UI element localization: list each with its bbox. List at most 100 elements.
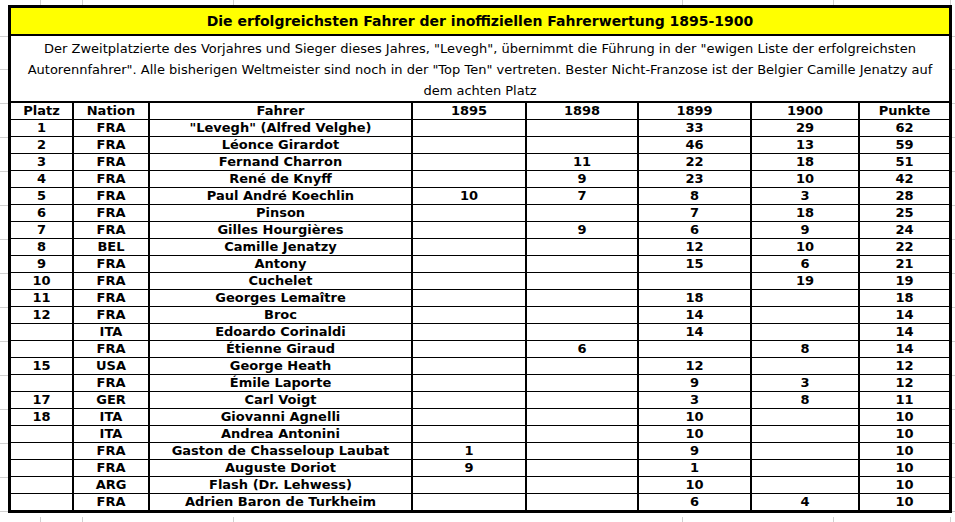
column-header-platz[interactable]: Platz: [11, 103, 73, 120]
column-header-fahrer[interactable]: Fahrer: [149, 103, 412, 120]
cell-platz[interactable]: [11, 375, 73, 392]
cell-punkte[interactable]: 14: [859, 341, 949, 358]
cell-platz[interactable]: [11, 443, 73, 460]
cell-1900[interactable]: 4: [751, 494, 859, 511]
cell-1900[interactable]: 3: [751, 188, 859, 205]
cell-1899[interactable]: 18: [638, 290, 751, 307]
cell-1898[interactable]: [526, 375, 638, 392]
cell-fahrer[interactable]: Cuchelet: [149, 273, 412, 290]
cell-1898[interactable]: [526, 477, 638, 494]
cell-fahrer[interactable]: Giovanni Agnelli: [149, 409, 412, 426]
cell-punkte[interactable]: 22: [859, 239, 949, 256]
cell-1895[interactable]: [412, 205, 526, 222]
cell-nation[interactable]: ITA: [73, 426, 149, 443]
cell-1895[interactable]: 10: [412, 188, 526, 205]
cell-nation[interactable]: FRA: [73, 443, 149, 460]
cell-1899[interactable]: 9: [638, 375, 751, 392]
cell-fahrer[interactable]: Antony: [149, 256, 412, 273]
cell-1899[interactable]: 1: [638, 460, 751, 477]
cell-1898[interactable]: [526, 409, 638, 426]
cell-fahrer[interactable]: Paul André Koechlin: [149, 188, 412, 205]
cell-1895[interactable]: [412, 290, 526, 307]
cell-1895[interactable]: [412, 239, 526, 256]
cell-fahrer[interactable]: Georges Lemaître: [149, 290, 412, 307]
cell-platz[interactable]: 11: [11, 290, 73, 307]
cell-1898[interactable]: [526, 392, 638, 409]
cell-nation[interactable]: FRA: [73, 205, 149, 222]
cell-platz[interactable]: 7: [11, 222, 73, 239]
cell-platz[interactable]: 8: [11, 239, 73, 256]
cell-platz[interactable]: 10: [11, 273, 73, 290]
cell-platz[interactable]: [11, 324, 73, 341]
cell-1895[interactable]: 9: [412, 460, 526, 477]
cell-fahrer[interactable]: Auguste Doriot: [149, 460, 412, 477]
cell-1899[interactable]: 46: [638, 137, 751, 154]
cell-fahrer[interactable]: Andrea Antonini: [149, 426, 412, 443]
cell-1900[interactable]: [751, 443, 859, 460]
cell-fahrer[interactable]: Edoardo Corinaldi: [149, 324, 412, 341]
cell-punkte[interactable]: 51: [859, 154, 949, 171]
cell-1898[interactable]: [526, 273, 638, 290]
cell-1895[interactable]: [412, 494, 526, 511]
cell-nation[interactable]: FRA: [73, 494, 149, 511]
cell-1895[interactable]: [412, 426, 526, 443]
cell-platz[interactable]: 3: [11, 154, 73, 171]
cell-1899[interactable]: 7: [638, 205, 751, 222]
cell-platz[interactable]: 12: [11, 307, 73, 324]
cell-punkte[interactable]: 19: [859, 273, 949, 290]
cell-platz[interactable]: [11, 494, 73, 511]
cell-1899[interactable]: 3: [638, 392, 751, 409]
cell-1900[interactable]: 10: [751, 239, 859, 256]
cell-1899[interactable]: 15: [638, 256, 751, 273]
cell-platz[interactable]: 1: [11, 120, 73, 137]
cell-1899[interactable]: 9: [638, 443, 751, 460]
cell-platz[interactable]: 5: [11, 188, 73, 205]
cell-fahrer[interactable]: Léonce Girardot: [149, 137, 412, 154]
cell-1898[interactable]: [526, 120, 638, 137]
cell-punkte[interactable]: 10: [859, 443, 949, 460]
cell-1895[interactable]: [412, 375, 526, 392]
cell-punkte[interactable]: 10: [859, 409, 949, 426]
cell-1900[interactable]: [751, 307, 859, 324]
cell-1899[interactable]: 8: [638, 188, 751, 205]
cell-1898[interactable]: [526, 256, 638, 273]
cell-1898[interactable]: [526, 307, 638, 324]
cell-1899[interactable]: 12: [638, 358, 751, 375]
cell-1900[interactable]: [751, 426, 859, 443]
cell-1900[interactable]: 10: [751, 171, 859, 188]
cell-platz[interactable]: 2: [11, 137, 73, 154]
cell-1895[interactable]: [412, 324, 526, 341]
cell-nation[interactable]: ITA: [73, 409, 149, 426]
cell-1900[interactable]: 29: [751, 120, 859, 137]
cell-nation[interactable]: FRA: [73, 222, 149, 239]
cell-1898[interactable]: 9: [526, 222, 638, 239]
cell-1898[interactable]: [526, 137, 638, 154]
cell-1900[interactable]: 8: [751, 341, 859, 358]
cell-punkte[interactable]: 10: [859, 426, 949, 443]
cell-1895[interactable]: [412, 256, 526, 273]
cell-1895[interactable]: 1: [412, 443, 526, 460]
cell-1899[interactable]: 10: [638, 426, 751, 443]
cell-fahrer[interactable]: Gaston de Chasseloup Laubat: [149, 443, 412, 460]
cell-1899[interactable]: 6: [638, 222, 751, 239]
cell-platz[interactable]: [11, 341, 73, 358]
cell-platz[interactable]: [11, 460, 73, 477]
column-header-nation[interactable]: Nation: [73, 103, 149, 120]
cell-1900[interactable]: [751, 460, 859, 477]
cell-platz[interactable]: [11, 477, 73, 494]
cell-1899[interactable]: [638, 341, 751, 358]
cell-1899[interactable]: 23: [638, 171, 751, 188]
cell-1899[interactable]: 6: [638, 494, 751, 511]
cell-punkte[interactable]: 24: [859, 222, 949, 239]
cell-punkte[interactable]: 12: [859, 358, 949, 375]
cell-1899[interactable]: 22: [638, 154, 751, 171]
cell-punkte[interactable]: 59: [859, 137, 949, 154]
cell-1898[interactable]: 6: [526, 341, 638, 358]
cell-punkte[interactable]: 14: [859, 324, 949, 341]
cell-1898[interactable]: [526, 205, 638, 222]
cell-fahrer[interactable]: Pinson: [149, 205, 412, 222]
cell-nation[interactable]: ARG: [73, 477, 149, 494]
cell-fahrer[interactable]: George Heath: [149, 358, 412, 375]
cell-punkte[interactable]: 62: [859, 120, 949, 137]
cell-1899[interactable]: 10: [638, 409, 751, 426]
